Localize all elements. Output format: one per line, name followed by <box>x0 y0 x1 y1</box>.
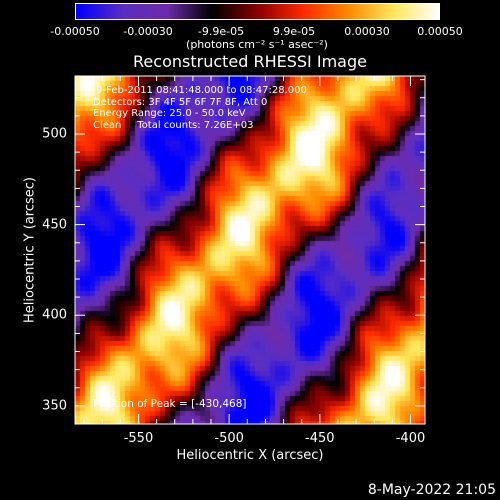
x-tick-label: -550 <box>123 431 154 446</box>
x-axis-label: Heliocentric X (arcsec) <box>176 448 324 463</box>
colorbar-ticks: -0.00050 -0.00030 -9.9e-05 9.9e-05 0.00030 0.… <box>0 0 500 60</box>
info-energy-range: Energy Range: 25.0 - 50.0 keV <box>93 108 246 119</box>
y-tick-label: 500 <box>42 126 67 142</box>
x-tick-label: -450 <box>305 431 335 446</box>
peak-position: Position of Peak = [-430,468] <box>93 398 247 410</box>
info-detectors: Detectors: 3F 4F 5F 6F 7F 8F, Att 0 <box>93 96 268 108</box>
timestamp: 8-May-2022 21:05 <box>367 482 496 498</box>
colorbar-tick-label: 0.00050 <box>417 25 463 38</box>
colorbar-tick-label: 9.9e-05 <box>272 25 316 38</box>
colorbar-tick-label: -0.00030 <box>123 25 173 38</box>
x-tick-label: -400 <box>395 431 426 446</box>
colorbar-tick-label: -9.9e-05 <box>197 25 245 38</box>
plot-title: Reconstructed RHESSI Image <box>133 52 367 71</box>
colorbar-tick-label: -0.00050 <box>50 25 100 38</box>
observation-info: 9-Feb-2011 08:41:48.000 to 08:47:28.000 … <box>93 85 307 131</box>
y-axis-label: Heliocentric Y (arcsec) <box>22 177 38 323</box>
colorbar-units: (photons cm⁻² s⁻¹ asec⁻²) <box>186 38 328 51</box>
y-tick-label: 350 <box>42 398 67 414</box>
colorbar <box>75 3 440 20</box>
info-clean-counts: Clean Total counts: 7.26E+03 <box>93 119 254 131</box>
info-time-range: 9-Feb-2011 08:41:48.000 to 08:47:28.000 <box>93 85 307 96</box>
y-tick-label: 400 <box>42 307 67 323</box>
x-tick-label: -500 <box>214 431 244 446</box>
colorbar-tick-label: 0.00030 <box>344 25 390 38</box>
y-tick-label: 450 <box>42 217 67 233</box>
